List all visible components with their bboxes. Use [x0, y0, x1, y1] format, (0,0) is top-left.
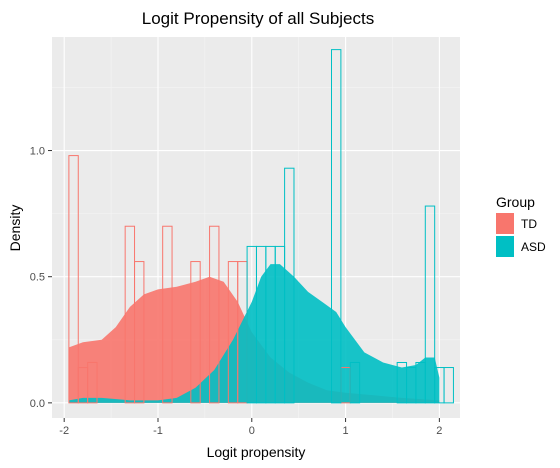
- x-tick-label: 0: [249, 425, 255, 437]
- plot-panel: [52, 37, 460, 418]
- legend-key-asd: [496, 236, 514, 257]
- chart-title: Logit Propensity of all Subjects: [142, 9, 374, 28]
- y-axis-title: Density: [7, 205, 23, 252]
- histogram-bar-td: [87, 361, 98, 404]
- histogram-bar-asd: [331, 49, 342, 404]
- x-axis: -2 -1 0 1 2: [59, 418, 442, 437]
- y-tick-label: 0.5: [30, 272, 45, 284]
- x-tick-label: 1: [343, 425, 349, 437]
- histogram-bar-asd: [443, 367, 454, 404]
- minor-gridlines: [52, 37, 460, 418]
- density-layer: [68, 264, 440, 403]
- legend-title: Group: [496, 194, 535, 210]
- x-tick-label: 2: [436, 425, 442, 437]
- legend-label-td: TD: [521, 217, 537, 231]
- y-axis: 0.0 0.5 1.0: [30, 146, 52, 410]
- legend: Group TD ASD: [496, 194, 546, 257]
- x-tick-label: -2: [59, 425, 69, 437]
- histogram-bar-td: [209, 225, 220, 404]
- histogram-bar-td: [68, 155, 79, 404]
- x-axis-title: Logit propensity: [207, 444, 306, 460]
- x-tick-label: -1: [153, 425, 163, 437]
- histogram-bar-td: [134, 261, 145, 404]
- histogram-bar-td: [190, 261, 201, 404]
- y-tick-label: 0.0: [30, 398, 45, 410]
- histogram-bar-asd: [424, 205, 436, 404]
- histogram-layer: [68, 49, 454, 404]
- legend-label-asd: ASD: [521, 240, 546, 254]
- legend-key-td: [496, 213, 514, 234]
- histogram-bar-td: [162, 225, 173, 404]
- density-area-asd: [68, 264, 440, 403]
- histogram-bar-asd: [284, 167, 295, 404]
- y-tick-label: 1.0: [30, 146, 45, 158]
- histogram-bar-asd: [349, 361, 361, 404]
